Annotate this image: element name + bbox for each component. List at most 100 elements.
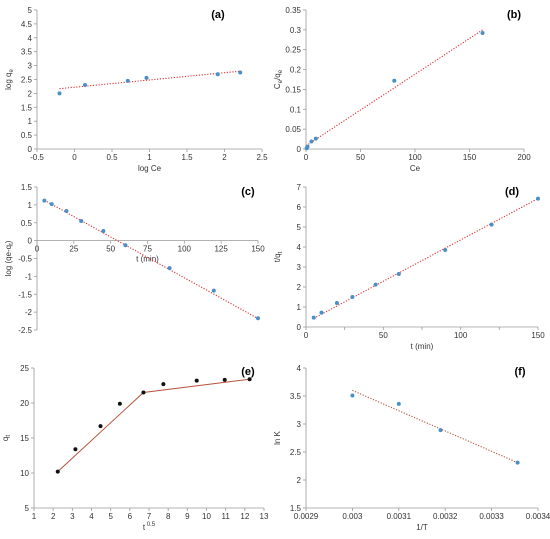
fit-line bbox=[59, 70, 241, 90]
data-point bbox=[480, 31, 485, 36]
x-tick-label: 6 bbox=[128, 512, 133, 521]
x-tick-label: 10 bbox=[202, 512, 211, 521]
x-tick-label: 0.0032 bbox=[433, 512, 458, 521]
data-point bbox=[123, 243, 128, 248]
y-axis-label: qt bbox=[1, 435, 12, 441]
data-point bbox=[83, 83, 87, 88]
x-tick-label: 150 bbox=[251, 245, 265, 254]
data-point bbox=[350, 393, 355, 398]
data-point bbox=[319, 310, 324, 315]
x-tick-label: 2.5 bbox=[256, 153, 268, 162]
y-tick-label: 0.2 bbox=[290, 66, 302, 75]
x-tick-label: 50 bbox=[106, 245, 115, 254]
fit-line bbox=[305, 29, 483, 147]
y-tick-label: 2.5 bbox=[290, 448, 302, 457]
y-tick-label: 0.25 bbox=[285, 46, 301, 55]
y-tick-label: 3.5 bbox=[290, 392, 302, 401]
x-tick-label: 5 bbox=[108, 512, 113, 521]
x-tick-label: 0.5 bbox=[106, 153, 118, 162]
x-tick-label: 150 bbox=[531, 331, 545, 340]
data-point bbox=[438, 428, 443, 433]
y-tick-label: 0 bbox=[297, 323, 302, 332]
data-point bbox=[125, 78, 130, 83]
x-tick-label: 2 bbox=[222, 153, 227, 162]
data-point bbox=[42, 198, 47, 203]
y-tick-label: 1 bbox=[28, 117, 33, 126]
panel-label: (f) bbox=[515, 366, 526, 378]
data-point bbox=[215, 72, 220, 77]
y-tick-label: -1.5 bbox=[18, 290, 32, 299]
y-tick-label: 4 bbox=[28, 34, 33, 43]
x-tick-label: 25 bbox=[69, 245, 78, 254]
data-point bbox=[211, 288, 216, 293]
x-axis-label: t (min) bbox=[136, 255, 159, 264]
x-tick-label: 50 bbox=[379, 331, 388, 340]
x-tick-label: 2 bbox=[51, 512, 56, 521]
y-tick-label: 5 bbox=[297, 223, 302, 232]
y-tick-label: 1.5 bbox=[21, 103, 33, 112]
y-axis-label: Ce/qe bbox=[273, 69, 284, 89]
y-axis-label: ln K bbox=[273, 430, 282, 444]
y-tick-label: 20 bbox=[20, 399, 29, 408]
data-point bbox=[311, 315, 316, 320]
data-point bbox=[55, 469, 60, 474]
data-point bbox=[57, 91, 62, 96]
y-tick-label: 15 bbox=[20, 434, 29, 443]
y-tick-label: -2 bbox=[25, 308, 33, 317]
y-tick-label: 2 bbox=[297, 283, 302, 292]
x-tick-label: 200 bbox=[517, 153, 531, 162]
x-tick-label: 9 bbox=[185, 512, 190, 521]
data-point bbox=[141, 390, 146, 395]
x-tick-label: 11 bbox=[222, 512, 231, 521]
panel-b: 0 0.05 0.1 0.15 0.2 0.25 0.3 0.35 0 50 100 150 200 Ce… bbox=[273, 6, 531, 173]
x-tick-label: 0 bbox=[72, 153, 77, 162]
x-tick-label: 0.0033 bbox=[479, 512, 504, 521]
y-tick-label: 3 bbox=[297, 263, 302, 272]
fit-line bbox=[352, 389, 518, 464]
x-tick-label: 0 bbox=[304, 331, 309, 340]
y-tick-label: 0 bbox=[297, 145, 302, 154]
x-axis-label: log Ce bbox=[138, 164, 162, 173]
x-tick-label: 12 bbox=[240, 512, 249, 521]
panel-d: 0 1 2 3 4 5 6 7 0 50 100 150 t (min) t/qt (d) bbox=[273, 183, 545, 351]
x-tick-label: 0.003 bbox=[342, 512, 363, 521]
data-point bbox=[101, 228, 106, 233]
data-point bbox=[117, 401, 122, 406]
x-tick-label: 0.0031 bbox=[387, 512, 412, 521]
y-tick-label: 2.5 bbox=[21, 76, 33, 85]
data-point bbox=[98, 424, 103, 429]
data-point bbox=[64, 208, 69, 213]
data-point bbox=[309, 139, 314, 144]
y-tick-label: 0.15 bbox=[285, 85, 301, 94]
y-tick-label: 5 bbox=[25, 504, 30, 513]
x-tick-label: 13 bbox=[260, 512, 269, 521]
y-tick-label: 0 bbox=[28, 237, 33, 246]
y-axis-label: log qe bbox=[4, 68, 15, 89]
y-tick-label: -0.5 bbox=[18, 255, 32, 264]
y-tick-label: 0 bbox=[28, 145, 33, 154]
y-tick-label: 0.3 bbox=[290, 26, 302, 35]
x-tick-label: 7 bbox=[147, 512, 152, 521]
y-tick-label: 5 bbox=[28, 6, 33, 15]
data-point bbox=[79, 218, 84, 223]
x-tick-label: 50 bbox=[356, 153, 365, 162]
panel-label: (e) bbox=[241, 366, 255, 378]
panel-c: -2.5-2-1.5-1-0.500.511.50 25 50 75 100 125 150… bbox=[4, 183, 265, 335]
data-point bbox=[350, 295, 355, 299]
data-point bbox=[536, 196, 540, 201]
y-tick-label: 4.5 bbox=[21, 20, 33, 29]
x-tick-label: 75 bbox=[143, 245, 152, 254]
y-tick-label: 3 bbox=[28, 62, 33, 71]
data-point bbox=[305, 144, 310, 149]
x-tick-label: 150 bbox=[463, 153, 477, 162]
data-point bbox=[392, 78, 397, 83]
y-tick-label: 0.05 bbox=[285, 125, 301, 134]
y-tick-label: 4 bbox=[297, 243, 302, 252]
y-tick-label: 1.5 bbox=[21, 183, 33, 192]
x-tick-label: 1.5 bbox=[181, 153, 193, 162]
data-point bbox=[396, 401, 401, 406]
y-tick-label: 0.5 bbox=[21, 131, 33, 140]
fit-line bbox=[57, 378, 250, 472]
y-tick-label: -2.5 bbox=[18, 326, 32, 335]
